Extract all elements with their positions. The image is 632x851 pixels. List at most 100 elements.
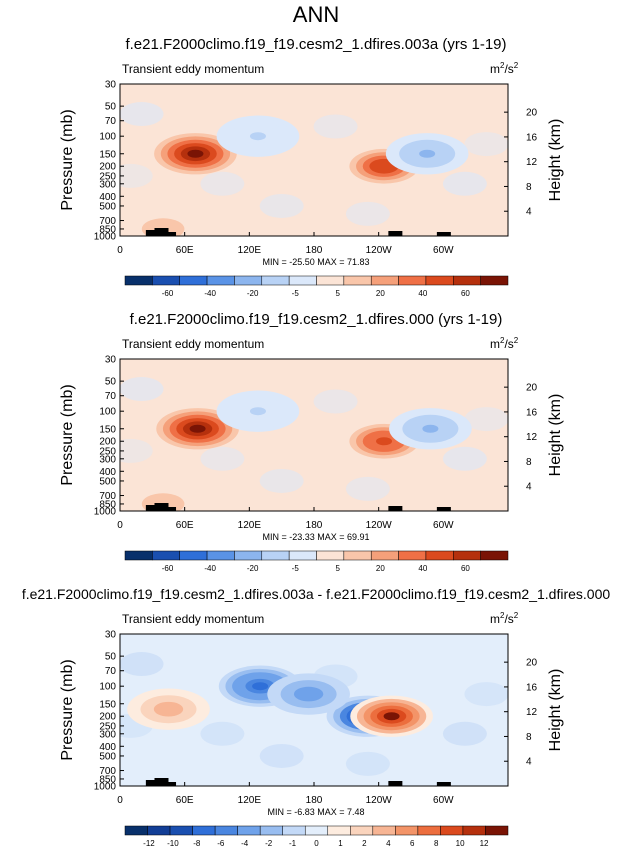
colorbar-box: [214, 825, 238, 836]
y2-tick-label: 4: [526, 207, 532, 218]
colorbar-box: [282, 825, 306, 836]
colorbar-label: -8: [193, 839, 201, 848]
colorbar-box: [124, 825, 148, 836]
y-tick-label: 300: [99, 179, 116, 190]
contour-neg-120E: [249, 407, 266, 416]
topography: [145, 780, 160, 786]
y2-tick-label: 12: [526, 707, 538, 718]
y-tick-label: 150: [99, 699, 116, 710]
y-tick-label: 250: [99, 721, 116, 732]
colorbar-box: [304, 825, 329, 836]
x-tick-label: 0: [117, 245, 123, 256]
colorbar-label: 6: [410, 839, 415, 848]
x-tick-label: 0: [117, 520, 123, 531]
y-tick-label: 500: [99, 476, 116, 487]
y-tick-label: 50: [105, 652, 117, 663]
colorbar-box: [453, 550, 481, 561]
colorbar-label: 10: [456, 839, 465, 848]
y-tick-label: 500: [99, 201, 116, 212]
panel-title: f.e21.F2000climo.f19_f19.cesm2_1.dfires.…: [130, 311, 503, 328]
y-tick-label: 1000: [94, 232, 117, 243]
x-tick-label: 120E: [238, 795, 262, 806]
colorbar-box: [343, 550, 372, 561]
topography: [388, 231, 403, 236]
colorbar-label: -20: [247, 289, 259, 298]
contour-neg-175E: [300, 690, 317, 699]
field-patch: [259, 468, 304, 493]
y-tick-label: 400: [99, 467, 116, 478]
colorbar-label: 60: [461, 564, 470, 573]
colorbar-box: [462, 825, 486, 836]
colorbar-box: [261, 550, 290, 561]
colorbar-box: [327, 825, 351, 836]
colorbar-box: [440, 825, 464, 836]
min-max-label: MIN = -23.33 MAX = 69.91: [262, 532, 369, 542]
colorbar-label: -5: [292, 564, 300, 573]
contour-pos-105W: [383, 712, 400, 721]
min-max-label: MIN = -6.83 MAX = 7.48: [267, 807, 364, 817]
units-label: m2/s2: [490, 611, 519, 626]
contour-neg-60W: [422, 424, 439, 433]
field-patch: [442, 171, 487, 196]
colorbar-label: -4: [241, 839, 249, 848]
season-title: ANN: [293, 2, 339, 27]
units-label: m2/s2: [490, 61, 519, 76]
colorbar-box: [417, 825, 441, 836]
y2-tick-label: 20: [526, 658, 538, 669]
topography: [145, 230, 160, 236]
colorbar-box: [398, 550, 427, 561]
y2-axis-label: Height (km): [547, 394, 564, 477]
y-tick-label: 30: [105, 355, 117, 366]
x-tick-label: 180: [306, 795, 323, 806]
colorbar-box: [316, 550, 345, 561]
x-tick-label: 180: [306, 520, 323, 531]
field-patch: [345, 476, 390, 501]
y-tick-label: 300: [99, 729, 116, 740]
y-tick-label: 700: [99, 216, 116, 227]
contour-neg-60W: [419, 149, 436, 158]
x-tick-label: 60W: [433, 795, 454, 806]
colorbar-label: -60: [162, 564, 174, 573]
topography: [436, 232, 451, 236]
panel-1: f.e21.F2000climo.f19_f19.cesm2_1.dfires.…: [59, 36, 564, 298]
x-tick-label: 120W: [366, 795, 393, 806]
colorbar-box: [395, 825, 419, 836]
colorbar-box: [124, 550, 153, 561]
colorbar-label: -2: [265, 839, 273, 848]
y2-tick-label: 4: [526, 757, 532, 768]
colorbar-label: -6: [217, 839, 225, 848]
y-tick-label: 1000: [94, 782, 117, 793]
colorbar-label: 20: [376, 289, 385, 298]
contour-pos-40E: [160, 705, 177, 714]
field-patch: [345, 751, 390, 776]
colorbar-box: [152, 275, 180, 286]
colorbar-box: [288, 550, 317, 561]
colorbar-label: 60: [461, 289, 470, 298]
y2-tick-label: 8: [526, 457, 532, 468]
colorbar-box: [147, 825, 171, 836]
topography: [436, 507, 451, 511]
y-axis-label: Pressure (mb): [59, 109, 76, 210]
y-tick-label: 200: [99, 437, 116, 448]
x-tick-label: 120E: [238, 520, 262, 531]
colorbar-label: -1: [289, 839, 297, 848]
field-patch: [200, 446, 245, 471]
topography: [154, 228, 169, 236]
y-tick-label: 700: [99, 766, 116, 777]
colorbar-box: [179, 275, 208, 286]
field-patch: [345, 201, 390, 226]
topography: [162, 782, 177, 786]
y2-tick-label: 16: [526, 682, 538, 693]
y-tick-label: 250: [99, 171, 116, 182]
colorbar-box: [261, 275, 290, 286]
panel-2: f.e21.F2000climo.f19_f19.cesm2_1.dfires.…: [59, 311, 564, 573]
x-tick-label: 60W: [433, 520, 454, 531]
y2-tick-label: 16: [526, 132, 538, 143]
panel-subtitle: Transient eddy momentum: [122, 62, 264, 76]
y2-tick-label: 16: [526, 407, 538, 418]
contour-jet-core-60E: [189, 424, 206, 433]
colorbar-label: 8: [434, 839, 439, 848]
field-patch: [259, 743, 304, 768]
colorbar-label: 2: [362, 839, 367, 848]
colorbar-box: [179, 550, 208, 561]
